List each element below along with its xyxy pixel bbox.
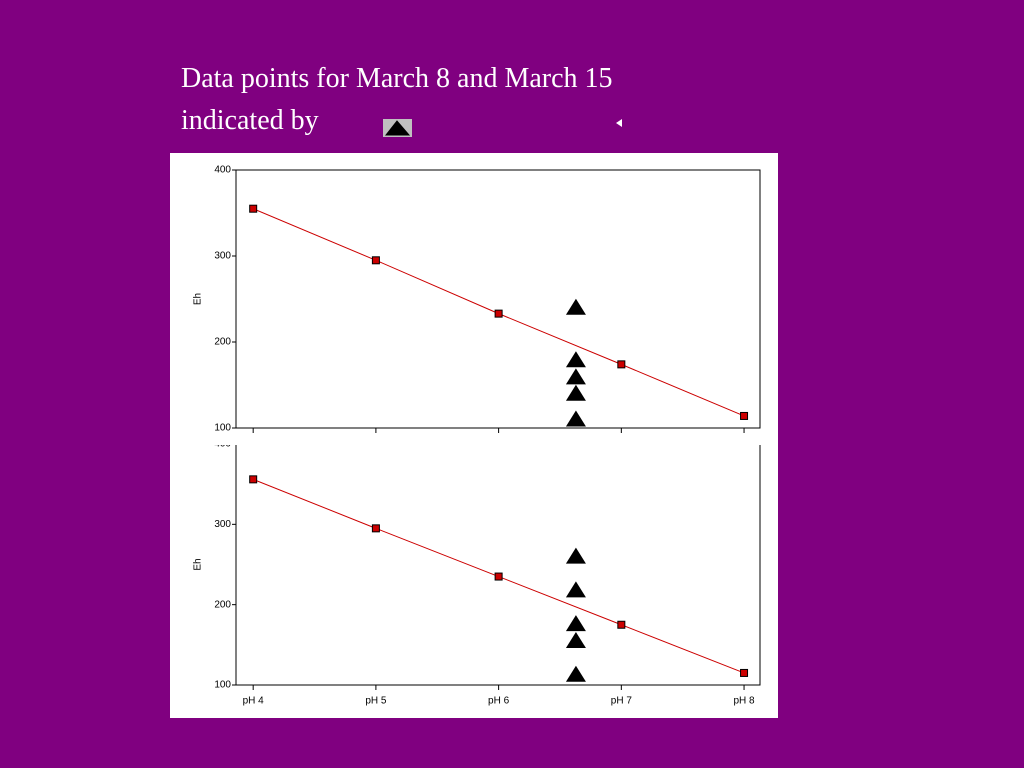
chart-panel: [170, 153, 778, 445]
y-tick-label: 200: [214, 599, 231, 610]
title-line: Data points for March 8 and March 15: [181, 63, 613, 94]
square-marker: [740, 411, 749, 420]
x-tick-label: pH 7: [611, 696, 633, 707]
y-axis-label: Eh: [193, 293, 204, 305]
triangle-marker: [565, 384, 586, 401]
x-tick-label: pH 6: [488, 696, 510, 707]
small-arrow: [616, 119, 622, 127]
triangle-marker: [565, 581, 586, 598]
triangle-marker: [565, 298, 586, 315]
legend-triangle-icon: [384, 120, 411, 136]
square-marker: [494, 572, 503, 581]
y-tick-label: 300: [214, 519, 231, 530]
y-tick-label: 300: [214, 251, 231, 262]
triangle-marker: [565, 351, 586, 368]
square-marker: [249, 475, 258, 484]
plot-frame: [235, 169, 761, 429]
chart-panel: [170, 442, 778, 718]
square-marker: [494, 309, 503, 318]
square-marker: [740, 668, 749, 677]
triangle-marker: [565, 632, 586, 649]
triangle-marker: [565, 368, 586, 385]
square-marker: [371, 524, 380, 533]
x-tick-label: pH 5: [365, 696, 387, 707]
triangle-marker: [565, 547, 586, 564]
triangle-marker: [565, 665, 586, 682]
title-line: indicated by: [181, 105, 319, 136]
square-marker: [249, 204, 258, 213]
y-tick-label: 400: [214, 165, 231, 176]
square-marker: [617, 620, 626, 629]
x-tick-label: pH 8: [733, 696, 755, 707]
y-tick-label: 200: [214, 337, 231, 348]
triangle-marker: [565, 410, 586, 427]
square-marker: [371, 256, 380, 265]
square-marker: [617, 360, 626, 369]
triangle-marker: [565, 615, 586, 632]
y-tick-label: 100: [214, 423, 231, 434]
y-tick-label: 100: [214, 680, 231, 691]
y-axis-label: Eh: [193, 558, 204, 570]
x-tick-label: pH 4: [243, 696, 265, 707]
